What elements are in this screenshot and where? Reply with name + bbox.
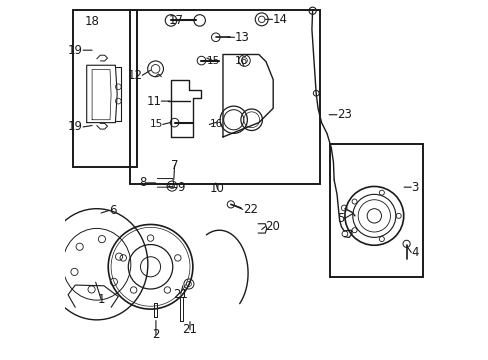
Text: 12: 12 bbox=[127, 69, 142, 82]
Text: 6: 6 bbox=[109, 204, 116, 217]
Text: 23: 23 bbox=[336, 108, 351, 121]
Text: 5: 5 bbox=[336, 212, 344, 225]
Text: 7: 7 bbox=[170, 159, 178, 172]
Text: 2: 2 bbox=[152, 328, 160, 341]
Text: 14: 14 bbox=[272, 13, 287, 26]
Text: 8: 8 bbox=[139, 176, 146, 189]
Text: 3: 3 bbox=[410, 181, 418, 194]
Text: 21: 21 bbox=[182, 323, 197, 336]
Bar bbox=[130, 10, 319, 184]
Text: 19: 19 bbox=[68, 121, 83, 134]
Text: 18: 18 bbox=[84, 15, 100, 28]
Bar bbox=[329, 144, 422, 277]
Text: 19: 19 bbox=[68, 44, 83, 57]
Text: 1: 1 bbox=[97, 293, 104, 306]
Text: 17: 17 bbox=[168, 14, 183, 27]
Text: 13: 13 bbox=[234, 31, 249, 44]
Text: 20: 20 bbox=[265, 220, 280, 233]
Text: 4: 4 bbox=[410, 246, 418, 259]
Text: 10: 10 bbox=[210, 183, 224, 195]
Text: 22: 22 bbox=[242, 203, 257, 216]
Text: 15: 15 bbox=[149, 120, 163, 129]
Bar bbox=[73, 10, 137, 167]
Text: 11: 11 bbox=[146, 95, 161, 108]
Text: 16: 16 bbox=[235, 55, 248, 66]
Text: 9: 9 bbox=[177, 181, 184, 194]
Text: 15: 15 bbox=[206, 55, 219, 66]
Text: 21: 21 bbox=[173, 288, 188, 301]
Text: 16: 16 bbox=[209, 120, 222, 129]
